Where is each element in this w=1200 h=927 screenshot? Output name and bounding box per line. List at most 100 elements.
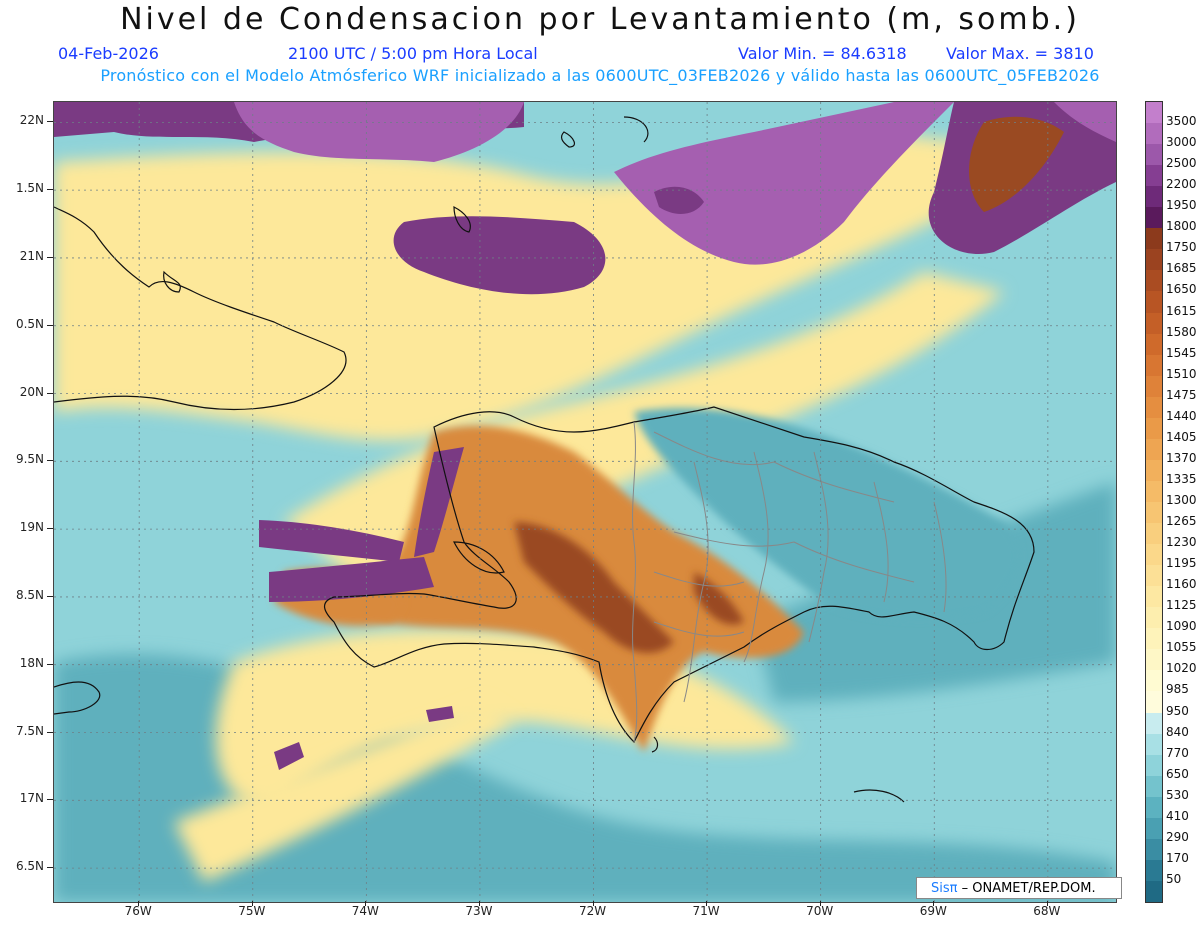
lon-tick-label: 72W: [578, 904, 607, 918]
legend-swatch: [1146, 649, 1162, 672]
grid-lines: [54, 102, 1116, 902]
legend-swatch: [1146, 796, 1162, 819]
legend-swatch: [1146, 628, 1162, 651]
lat-tick: [47, 256, 53, 258]
lat-tick-label: 6.5N: [15, 859, 44, 874]
lat-tick-label: 19N: [19, 520, 44, 535]
lat-tick: [47, 460, 53, 462]
legend-swatch: [1146, 165, 1162, 188]
lat-tick-label: 20N: [19, 384, 44, 399]
legend-label: 1750: [1166, 240, 1197, 255]
legend-label: 1335: [1166, 471, 1197, 486]
legend-swatch: [1146, 312, 1162, 335]
legend-label: 770: [1166, 745, 1189, 760]
lon-tick: [251, 901, 253, 906]
legend-swatch: [1146, 607, 1162, 630]
legend-label: 2500: [1166, 156, 1197, 171]
credit-box: Sisπ – ONAMET/REP.DOM.: [916, 877, 1122, 899]
legend-swatch: [1146, 880, 1162, 902]
legend-label: 650: [1166, 766, 1189, 781]
legend-label: 1300: [1166, 493, 1197, 507]
legend-swatch: [1146, 207, 1162, 230]
color-legend: [1145, 101, 1163, 903]
lat-tick-label: 8.5N: [15, 587, 44, 602]
lat-tick-label: 9.5N: [15, 452, 44, 467]
legend-label: 1020: [1166, 661, 1197, 676]
legend-label: 1405: [1166, 429, 1197, 444]
legend-swatch: [1146, 523, 1162, 546]
lon-tick-label: 74W: [351, 904, 379, 918]
legend-swatch: [1146, 375, 1162, 398]
shaded-field: [54, 102, 1116, 902]
legend-label: 985: [1166, 682, 1189, 697]
legend-swatch: [1146, 733, 1162, 756]
legend-label: 1125: [1166, 598, 1197, 613]
lat-tick: [47, 528, 53, 530]
legend-label: 1475: [1166, 387, 1197, 402]
lat-tick: [47, 799, 53, 801]
lon-tick: [706, 901, 708, 906]
legend-swatch: [1146, 354, 1162, 377]
legend-label: 1265: [1166, 514, 1197, 529]
legend-swatch: [1146, 186, 1162, 209]
legend-swatch: [1146, 586, 1162, 609]
province-borders: [632, 421, 947, 743]
lat-tick-label: 18N: [19, 655, 44, 670]
lat-tick: [47, 189, 53, 191]
legend-swatch: [1146, 565, 1162, 588]
lcl-field: [54, 102, 1116, 902]
legend-swatch: [1146, 480, 1162, 503]
legend-swatch: [1146, 438, 1162, 461]
legend-label: 950: [1166, 703, 1189, 718]
lon-tick: [819, 901, 821, 906]
lon-tick: [478, 901, 480, 906]
lat-tick: [47, 595, 53, 597]
legend-label: 1950: [1166, 198, 1197, 213]
lat-tick: [47, 392, 53, 394]
legend-label: 170: [1166, 850, 1189, 865]
legend-label: 1800: [1166, 219, 1197, 234]
forecast-date: 04-Feb-2026: [58, 44, 159, 63]
credit-text: – ONAMET/REP.DOM.: [961, 881, 1096, 896]
legend-swatch: [1146, 754, 1162, 777]
lon-tick-label: 70W: [806, 904, 834, 918]
lat-tick-label: 22N: [19, 113, 44, 128]
lon-tick: [1046, 901, 1048, 906]
lon-tick-label: 76W: [124, 904, 152, 918]
legend-label: 1580: [1166, 324, 1197, 339]
lat-tick: [47, 121, 53, 123]
legend-swatch: [1146, 102, 1162, 125]
legend-label: 1055: [1166, 640, 1197, 655]
lon-tick-label: 68W: [1033, 904, 1061, 918]
legend-label: 1685: [1166, 261, 1197, 276]
legend-label: 410: [1166, 808, 1189, 823]
legend-label: 50: [1166, 871, 1182, 886]
legend-label: 1440: [1166, 408, 1197, 423]
lat-tick: [47, 663, 53, 665]
legend-swatch: [1146, 291, 1162, 314]
legend-swatch: [1146, 123, 1162, 146]
legend-swatch: [1146, 270, 1162, 293]
legend-label: 3500: [1166, 114, 1197, 129]
legend-swatch: [1146, 333, 1162, 356]
legend-label: 1615: [1166, 303, 1197, 318]
lon-tick-label: 73W: [465, 904, 493, 918]
legend-swatch: [1146, 249, 1162, 272]
sispi-logo: Sisπ: [931, 881, 958, 896]
coastlines: [54, 116, 1035, 803]
legend-label: 290: [1166, 829, 1189, 844]
legend-swatch: [1146, 712, 1162, 735]
lat-tick: [47, 867, 53, 869]
lon-tick-label: 69W: [919, 904, 947, 918]
legend-swatch: [1146, 502, 1162, 525]
lat-tick-label: 1.5N: [15, 181, 44, 196]
legend-label: 2200: [1166, 177, 1197, 192]
legend-label: 1195: [1166, 556, 1197, 571]
forecast-time: 2100 UTC / 5:00 pm Hora Local: [288, 44, 538, 63]
legend-label: 1650: [1166, 282, 1197, 297]
lon-tick-label: 75W: [238, 904, 266, 918]
lat-tick-label: 21N: [19, 248, 44, 263]
max-value-label: Valor Max. = 3810: [946, 44, 1094, 63]
legend-label: 1545: [1166, 345, 1197, 360]
legend-swatch: [1146, 817, 1162, 840]
